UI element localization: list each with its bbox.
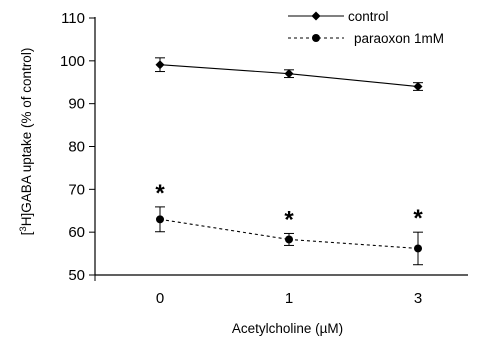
data-point	[284, 69, 294, 79]
series-line-segment	[288, 73, 419, 88]
x-axis-ticks: 0 1 3	[94, 275, 422, 307]
y-tick-label: 50	[68, 267, 85, 284]
significance-annotations: * * *	[155, 180, 423, 234]
series-line-segment	[288, 238, 419, 249]
data-point	[156, 215, 164, 224]
y-tick-label: 60	[68, 224, 85, 241]
legend-label-paraoxon: paraoxon 1mM	[354, 31, 444, 46]
y-tick-label: 100	[60, 53, 85, 70]
data-point	[413, 82, 423, 92]
legend-marker-control	[311, 11, 321, 21]
legend-label-control: control	[348, 9, 389, 24]
legend-item-paraoxon: paraoxon 1mM	[288, 31, 444, 46]
y-tick-label: 90	[68, 96, 85, 113]
x-tick-label: 0	[156, 290, 164, 307]
data-point	[285, 235, 293, 244]
series-layer	[155, 57, 423, 266]
significance-star: *	[284, 206, 294, 233]
series-line-segment	[159, 64, 290, 75]
legend: control paraoxon 1mM	[288, 9, 444, 46]
legend-item-control: control	[288, 9, 389, 24]
y-axis-title-rest: H]GABA uptake (% of control)	[19, 48, 34, 227]
series-paraoxon	[155, 206, 423, 266]
significance-star: *	[413, 205, 423, 232]
y-axis-ticks: 50 60 70 80 90 100 110	[60, 10, 95, 284]
legend-marker-paraoxon	[312, 34, 320, 42]
series-line-segment	[159, 218, 290, 240]
y-tick-label: 80	[68, 139, 85, 156]
y-axis-title: [3H]GABA uptake (% of control)	[18, 48, 35, 236]
series-control	[155, 57, 423, 92]
significance-star: *	[155, 180, 165, 207]
data-point	[155, 60, 165, 70]
x-tick-label: 1	[285, 290, 293, 307]
x-axis-title: Acetylcholine (µM)	[232, 321, 343, 336]
y-tick-label: 110	[61, 10, 85, 27]
data-point	[414, 244, 422, 253]
x-tick-label: 3	[414, 290, 422, 307]
y-axis-title-superscript: 3	[18, 226, 29, 231]
y-tick-label: 70	[68, 181, 85, 198]
axes	[94, 17, 468, 276]
y-axis-title-bracket: [	[19, 231, 34, 235]
